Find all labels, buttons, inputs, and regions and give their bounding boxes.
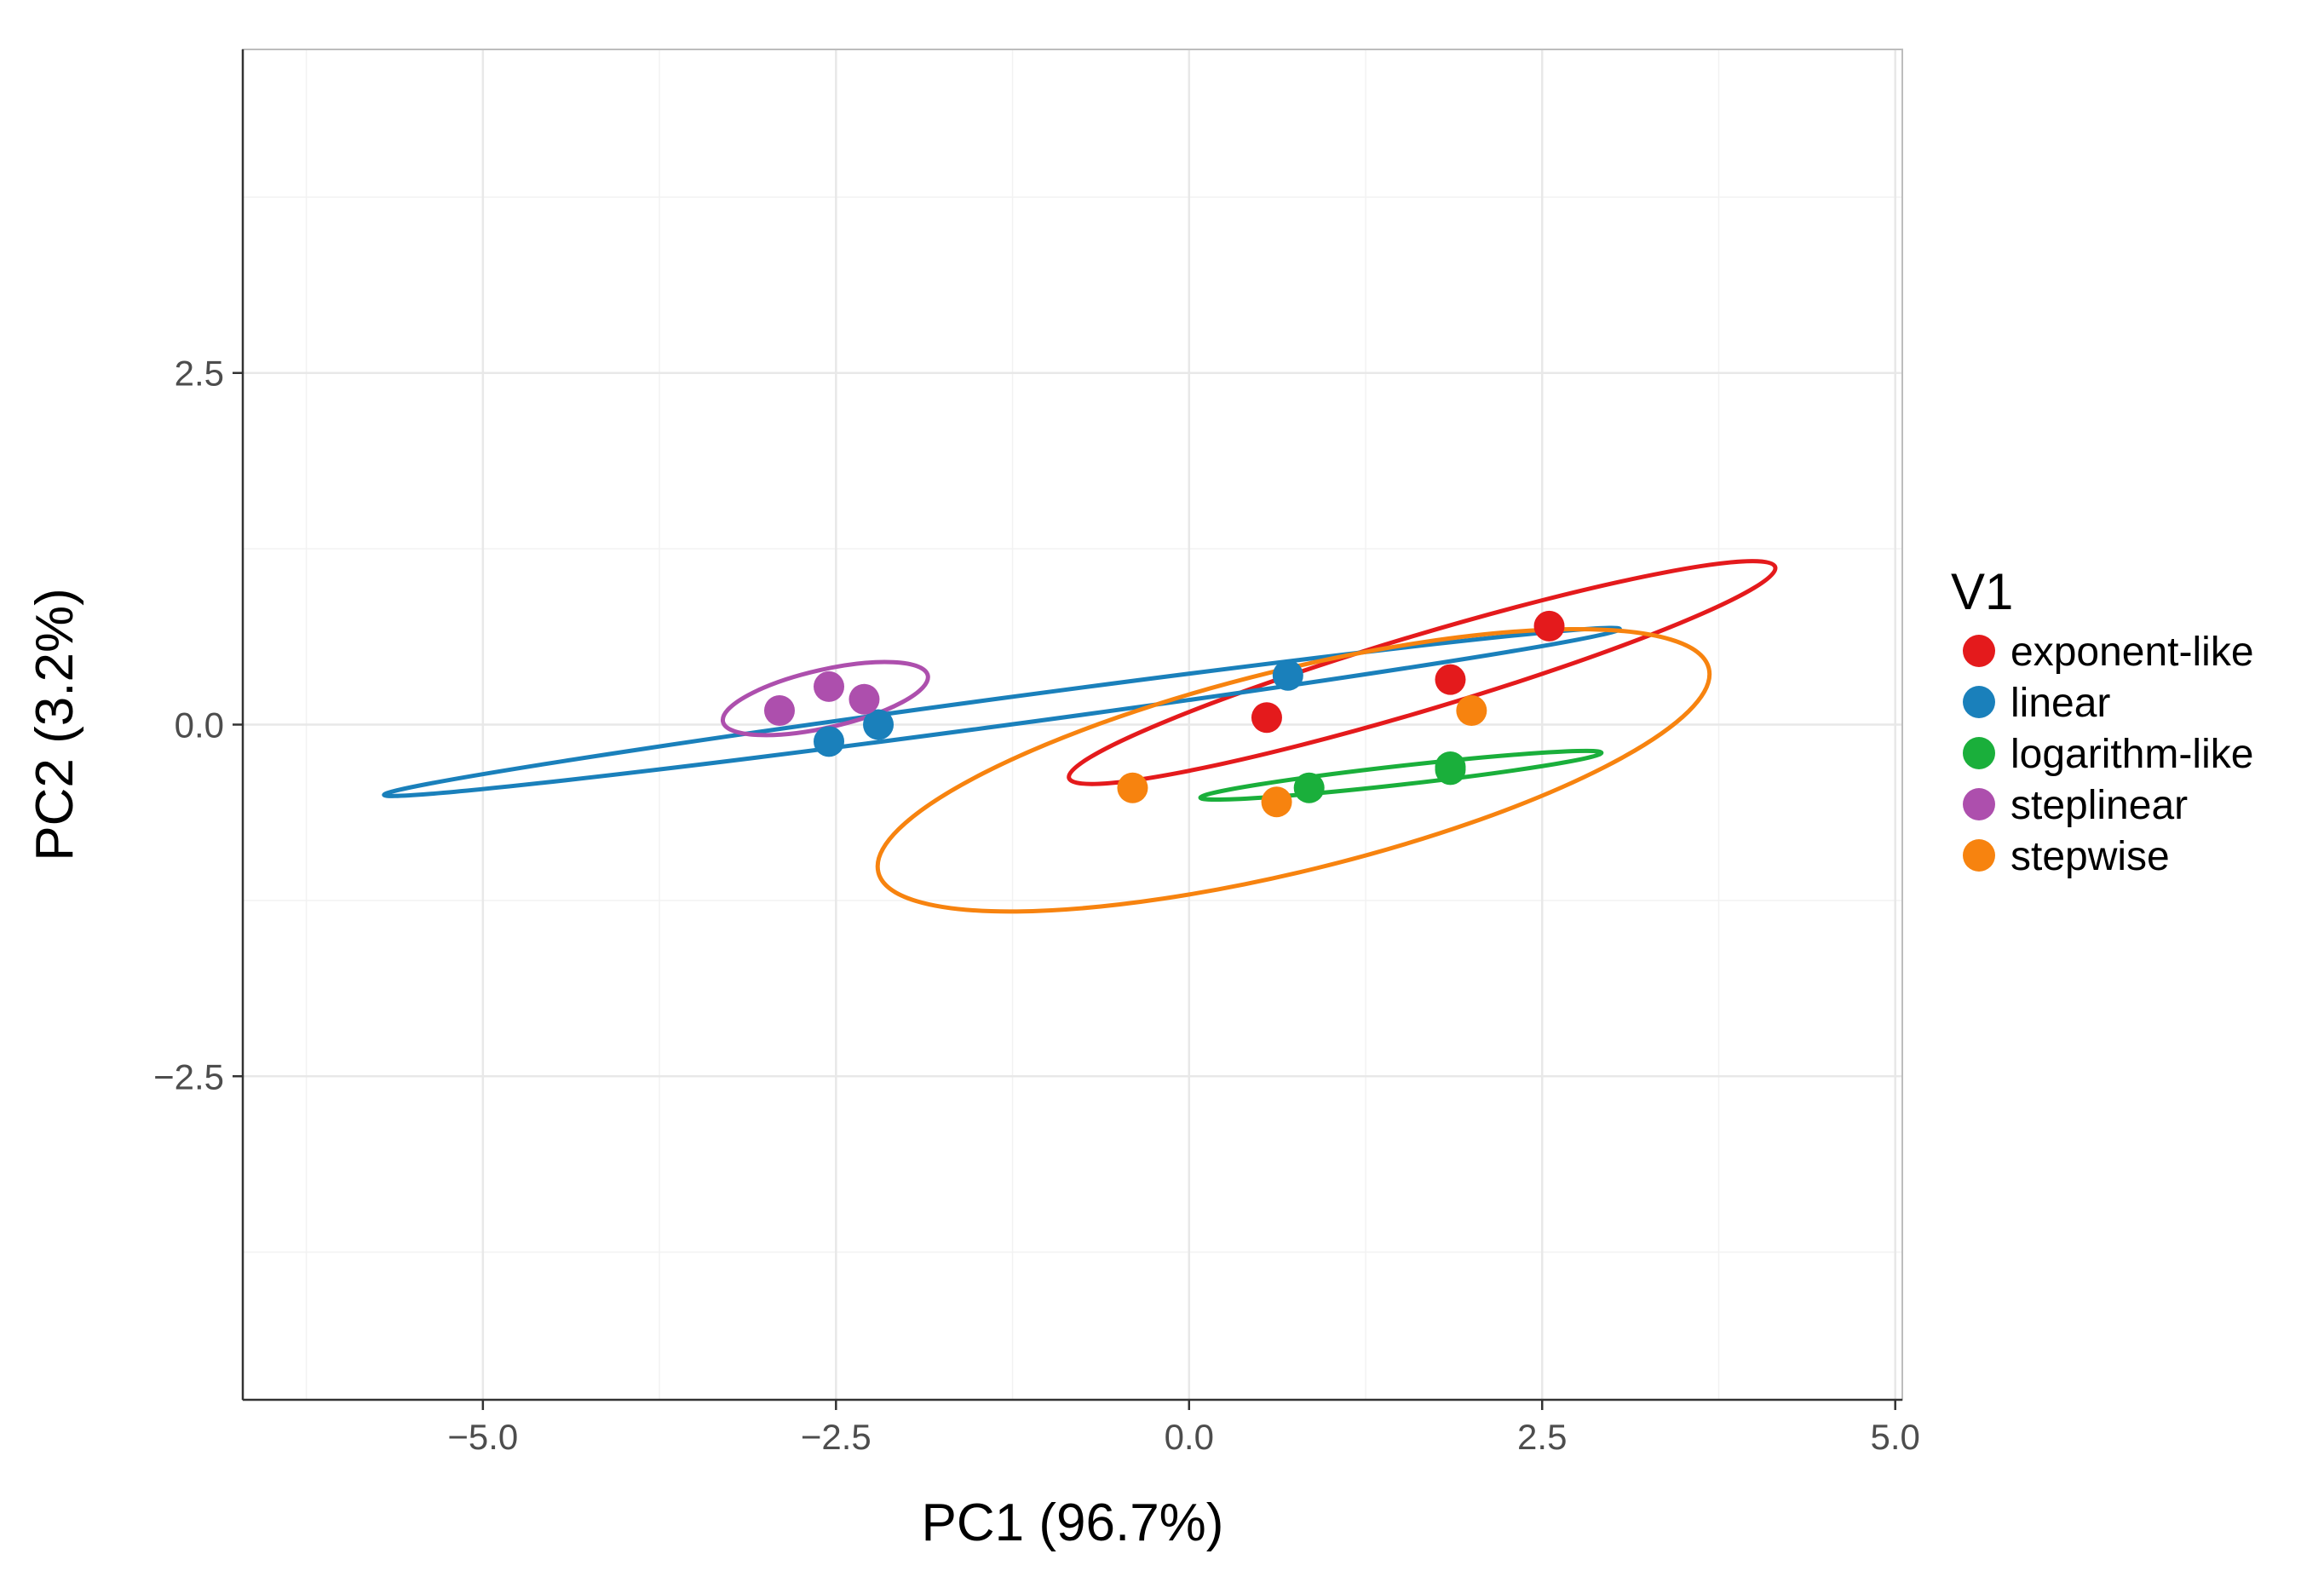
legend-label-stepwise: stepwise <box>2010 834 2170 879</box>
data-points <box>763 610 1565 818</box>
x-tick-label: −2.5 <box>801 1417 872 1457</box>
point-stepwise <box>1117 772 1148 803</box>
point-stepwise <box>1261 786 1292 818</box>
x-tick-label: 5.0 <box>1871 1417 1920 1457</box>
point-linear <box>814 726 845 757</box>
legend-key-steplinear <box>1963 788 1995 820</box>
x-axis: −5.0 −2.5 0.0 2.5 5.0 <box>447 1400 1920 1457</box>
point-linear <box>863 709 895 740</box>
point-linear <box>1272 659 1303 691</box>
y-tick-label: 0.0 <box>175 705 224 745</box>
legend-label-steplinear: steplinear <box>2010 783 2188 828</box>
x-tick-label: 2.5 <box>1517 1417 1567 1457</box>
point-steplinear <box>763 694 795 726</box>
point-exponent-like <box>1251 702 1282 734</box>
y-axis-title: PC2 (3.2%) <box>26 588 84 860</box>
legend: V1 exponent-like linear logarithm-like step… <box>1951 563 2254 879</box>
point-stepwise <box>1456 694 1487 726</box>
point-steplinear <box>848 683 880 715</box>
y-tick-label: −2.5 <box>153 1056 224 1096</box>
legend-key-exponent-like <box>1963 635 1995 667</box>
legend-key-stepwise <box>1963 839 1995 872</box>
y-axis: −2.5 0.0 2.5 <box>153 354 243 1096</box>
ellipse-logarithm-like <box>1198 748 1604 803</box>
plot-panel <box>241 49 1903 1401</box>
legend-title: V1 <box>1951 563 2013 620</box>
x-axis-title: PC1 (96.7%) <box>922 1494 1224 1552</box>
legend-label-exponent-like: exponent-like <box>2010 630 2254 675</box>
x-tick-label: 0.0 <box>1165 1417 1214 1457</box>
point-steplinear <box>814 671 845 702</box>
legend-key-logarithm-like <box>1963 737 1995 769</box>
confidence-ellipses <box>382 559 1778 914</box>
ellipse-stepwise <box>875 626 1712 914</box>
ellipse-exponent-like <box>1067 559 1778 786</box>
legend-key-linear <box>1963 686 1995 718</box>
legend-label-logarithm-like: logarithm-like <box>2010 732 2253 777</box>
point-logarithm-like <box>1435 751 1466 783</box>
y-tick-label: 2.5 <box>175 354 224 394</box>
x-tick-label: −5.0 <box>447 1417 518 1457</box>
point-exponent-like <box>1533 610 1565 642</box>
point-exponent-like <box>1435 664 1466 695</box>
point-logarithm-like <box>1293 772 1325 803</box>
legend-label-linear: linear <box>2010 681 2110 726</box>
